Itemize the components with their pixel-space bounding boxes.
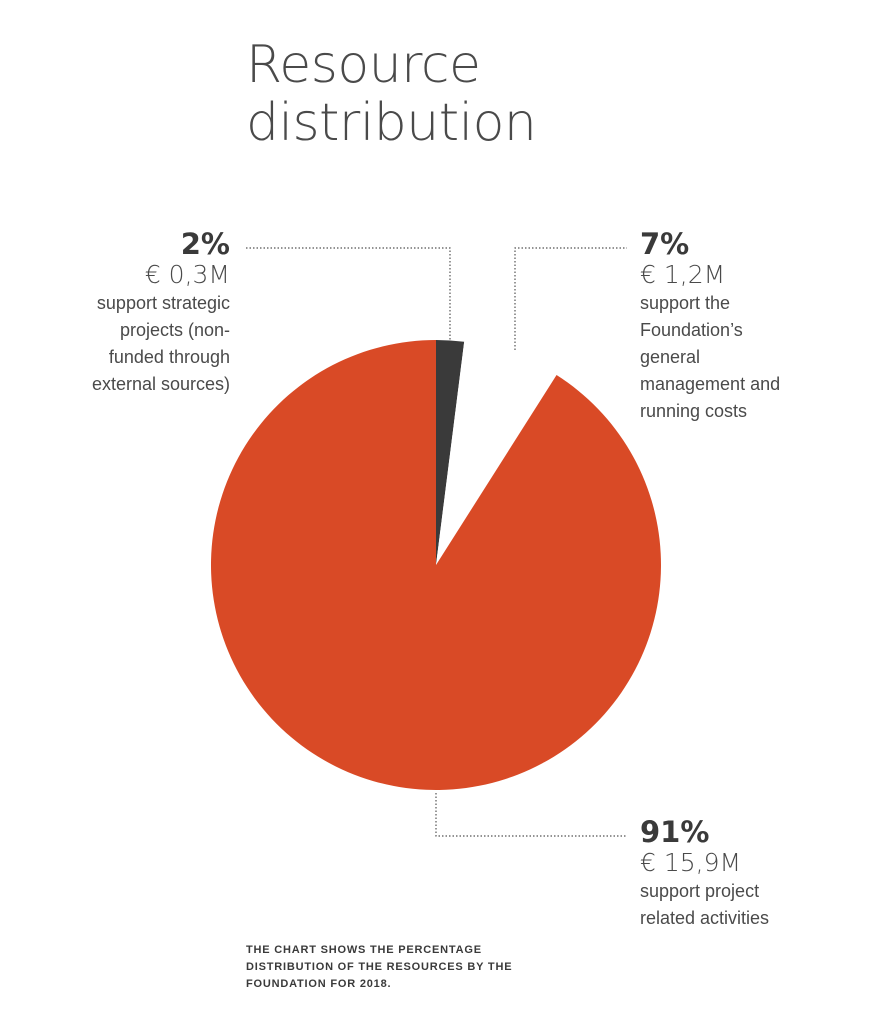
slice-amount: € 0,3M	[144, 260, 230, 289]
leader-line-2pct	[246, 247, 451, 340]
footnote-line: THE CHART SHOWS THE PERCENTAGE	[246, 944, 482, 956]
slice-description: support strategic projects (non- funded …	[40, 290, 230, 398]
slice-description-line: general	[640, 347, 701, 367]
leader-lines	[246, 247, 627, 837]
slice-description-line: Foundation’s	[640, 320, 743, 340]
slice-percent: 91%	[640, 815, 710, 849]
slice-description: support the Foundation’s general managem…	[640, 290, 840, 425]
slice-description-line: running costs	[640, 401, 748, 421]
slice-description-line: support project	[640, 881, 760, 901]
slice-description-line: external sources)	[91, 374, 230, 394]
chart-title-line-1: Resource	[246, 35, 481, 95]
slice-label-7pct: 7% € 1,2M support the Foundation’s gener…	[640, 228, 840, 425]
pie-slice-2pct	[436, 340, 465, 565]
pie-slice-7pct	[436, 341, 557, 565]
slice-amount: € 1,2M	[640, 260, 726, 289]
leader-line-91pct	[435, 793, 627, 837]
slice-description-line: related activities	[640, 908, 770, 928]
leader-line-7pct	[514, 247, 627, 350]
pie-slices	[210, 339, 661, 791]
slice-percent: 7%	[640, 227, 690, 261]
slice-label-91pct: 91% € 15,9M support project related acti…	[640, 816, 840, 932]
chart-footnote: THE CHART SHOWS THE PERCENTAGE DISTRIBUT…	[246, 942, 512, 993]
slice-description-line: management and	[640, 374, 781, 394]
slice-label-2pct: 2% € 0,3M support strategic projects (no…	[40, 228, 230, 398]
slice-description-line: funded through	[108, 347, 230, 367]
chart-title: Resource distribution	[246, 35, 537, 153]
slice-description-line: support the	[640, 293, 731, 313]
slice-description: support project related activities	[640, 878, 840, 932]
footnote-line: FOUNDATION FOR 2018.	[246, 978, 392, 990]
pie-slice-91pct	[210, 339, 661, 791]
slice-description-line: support strategic	[96, 293, 230, 313]
chart-title-line-2: distribution	[246, 93, 537, 153]
slice-amount: € 15,9M	[640, 848, 742, 877]
slice-description-line: projects (non-	[119, 320, 230, 340]
footnote-line: DISTRIBUTION OF THE RESOURCES BY THE	[246, 961, 513, 973]
slice-percent: 2%	[180, 227, 230, 261]
